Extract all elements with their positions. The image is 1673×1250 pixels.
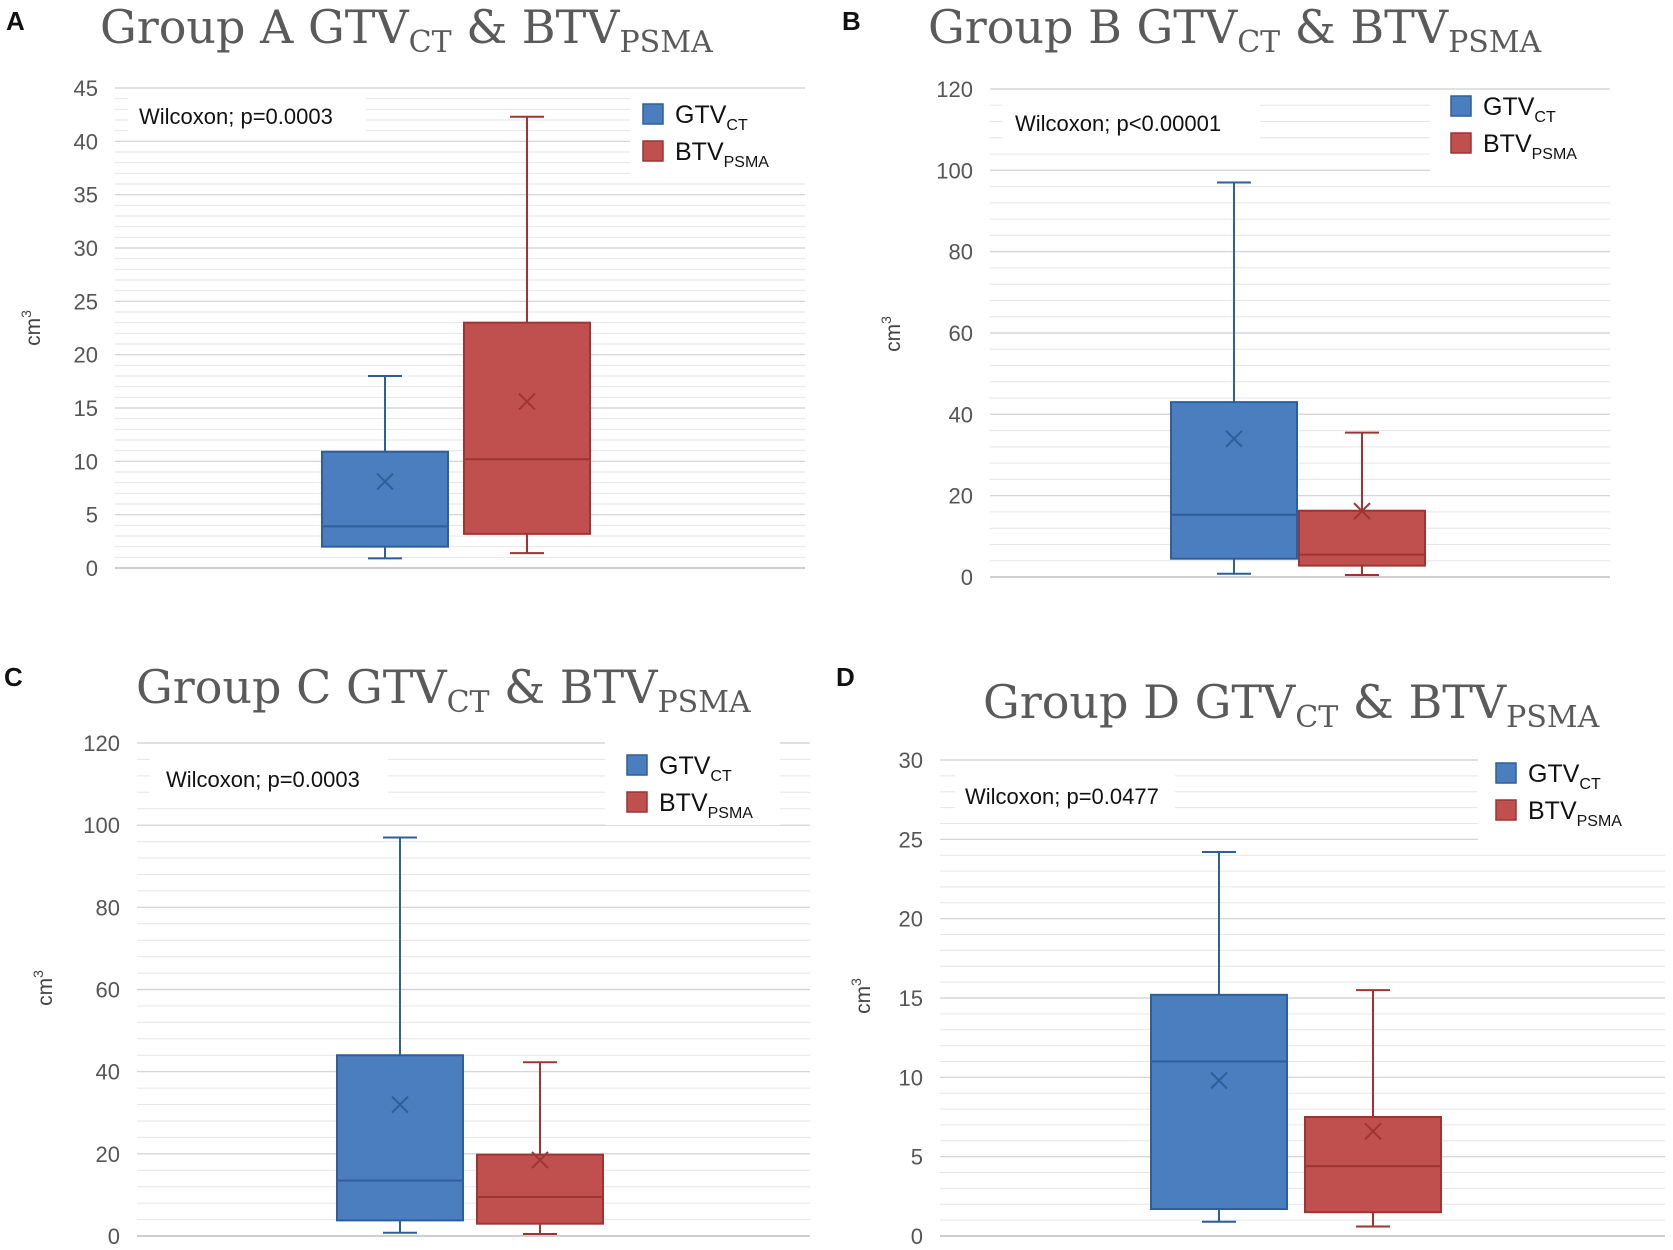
y-axis-label: cm3 bbox=[30, 970, 57, 1006]
chart-title: Group C GTVCT & BTVPSMA bbox=[136, 660, 751, 720]
y-tick-label: 0 bbox=[911, 1224, 923, 1249]
legend-btv-label: BTVPSMA bbox=[1483, 130, 1577, 163]
gtv-box bbox=[321, 450, 449, 548]
gtv-mean-stroke bbox=[376, 472, 394, 491]
stat-annotation: Wilcoxon; p=0.0003 bbox=[139, 104, 333, 129]
legend-btv-swatch bbox=[1450, 132, 1472, 154]
y-tick-label: 80 bbox=[96, 895, 120, 920]
btv-mean-marker bbox=[531, 1151, 549, 1169]
stat-annotation: Wilcoxon; p=0.0003 bbox=[166, 767, 360, 792]
legend-gtv-swatch bbox=[642, 103, 664, 125]
btv-box bbox=[476, 1153, 604, 1225]
stat-annotation: Wilcoxon; p=0.0477 bbox=[965, 784, 1159, 809]
btv-mean-marker bbox=[518, 392, 536, 411]
y-tick-label: 45 bbox=[74, 76, 98, 101]
y-axis-label: cm3 bbox=[878, 316, 905, 352]
gtv-mean-marker bbox=[1225, 430, 1243, 448]
legend-btv-label: BTVPSMA bbox=[659, 789, 753, 822]
y-tick-label: 30 bbox=[899, 748, 923, 773]
legend-gtv-swatch bbox=[626, 754, 648, 776]
panel-letter: B bbox=[842, 6, 861, 36]
legend-gtv-swatch bbox=[1450, 95, 1472, 117]
gtv-mean-marker bbox=[376, 472, 394, 491]
y-tick-label: 120 bbox=[83, 731, 120, 756]
stat-bg bbox=[150, 758, 388, 798]
btv-box bbox=[1298, 509, 1426, 567]
y-tick-label: 40 bbox=[74, 129, 98, 154]
stat-bg bbox=[128, 96, 366, 136]
y-axis-label: cm3 bbox=[848, 978, 875, 1014]
chart-panel-b: 0 20 40 60 80 100 120 cm3 Wilcoxon; p<0.00001 GTV… bbox=[878, 77, 1610, 590]
legend-btv-label: BTVPSMA bbox=[1528, 797, 1622, 830]
gtv-mean-marker bbox=[1210, 1071, 1228, 1090]
y-tick-label: 25 bbox=[899, 827, 923, 852]
y-tick-label: 35 bbox=[74, 183, 98, 208]
y-tick-label: 10 bbox=[74, 449, 98, 474]
btv-mean-marker bbox=[1364, 1122, 1382, 1140]
y-tick-label: 60 bbox=[96, 978, 120, 1003]
y-tick-label: 80 bbox=[949, 240, 973, 265]
btv-mean-stroke bbox=[518, 392, 536, 411]
y-tick-label: 20 bbox=[74, 343, 98, 368]
chart-panel-c: 0 20 40 60 80 100 120 cm3 Wilcoxon; p=0.0003 GTVC… bbox=[30, 731, 810, 1249]
y-tick-label: 120 bbox=[936, 77, 973, 102]
gtv-mean-stroke bbox=[1225, 430, 1243, 448]
chart-title: Group B GTVCT & BTVPSMA bbox=[928, 0, 1542, 60]
y-tick-label: 10 bbox=[899, 1065, 923, 1090]
legend-btv-label: BTVPSMA bbox=[675, 138, 769, 171]
btv-mean-stroke bbox=[1364, 1122, 1382, 1140]
stat-bg bbox=[955, 775, 1175, 817]
stat-annotation: Wilcoxon; p<0.00001 bbox=[1015, 111, 1221, 136]
chart-panel-d: 0 5 10 15 20 25 30 cm3 Wilcoxon; p=0.0477 GTVCT BT… bbox=[848, 748, 1665, 1249]
legend-gtv-label: GTVCT bbox=[659, 752, 732, 785]
gtv-box bbox=[1150, 993, 1288, 1211]
legend-gtv-swatch bbox=[1495, 762, 1517, 784]
gtv-mean-marker bbox=[391, 1095, 409, 1114]
gtv-box bbox=[336, 1054, 464, 1222]
y-axis-label: cm3 bbox=[18, 310, 45, 346]
y-tick-label: 5 bbox=[911, 1145, 923, 1170]
y-tick-label: 0 bbox=[86, 556, 98, 581]
y-tick-label: 0 bbox=[108, 1224, 120, 1249]
y-tick-label: 100 bbox=[936, 158, 973, 183]
y-tick-label: 40 bbox=[96, 1060, 120, 1085]
gtv-mean-stroke bbox=[1210, 1071, 1228, 1090]
y-tick-label: 100 bbox=[83, 813, 120, 838]
gtv-mean-stroke bbox=[391, 1095, 409, 1114]
panel-letter: C bbox=[4, 662, 23, 692]
gtv-box bbox=[1170, 401, 1298, 560]
chart-title: Group D GTVCT & BTVPSMA bbox=[983, 675, 1600, 735]
y-tick-label: 15 bbox=[74, 396, 98, 421]
y-tick-label: 0 bbox=[961, 565, 973, 590]
legend-btv-swatch bbox=[626, 791, 648, 813]
chart-panel-a: 0 5 10 15 20 25 30 35 40 45 cm3 Wilcoxon; p=0.0003 G… bbox=[18, 76, 805, 581]
btv-mean-stroke bbox=[1353, 502, 1371, 520]
y-tick-label: 30 bbox=[74, 236, 98, 261]
legend-gtv-label: GTVCT bbox=[1528, 760, 1601, 793]
btv-mean-stroke bbox=[531, 1151, 549, 1169]
y-tick-label: 5 bbox=[86, 503, 98, 528]
y-tick-label: 20 bbox=[949, 484, 973, 509]
y-tick-label: 60 bbox=[949, 321, 973, 346]
legend-btv-swatch bbox=[1495, 799, 1517, 821]
y-tick-label: 20 bbox=[899, 907, 923, 932]
stat-bg bbox=[1002, 100, 1260, 140]
btv-mean-marker bbox=[1353, 502, 1371, 520]
btv-box bbox=[463, 321, 591, 535]
y-tick-label: 20 bbox=[96, 1142, 120, 1167]
btv-box bbox=[1304, 1116, 1442, 1214]
y-tick-label: 40 bbox=[949, 402, 973, 427]
legend-gtv-label: GTVCT bbox=[675, 101, 748, 134]
legend-btv-swatch bbox=[642, 140, 664, 162]
y-tick-label: 25 bbox=[74, 289, 98, 314]
y-tick-label: 15 bbox=[899, 986, 923, 1011]
legend-gtv-label: GTVCT bbox=[1483, 93, 1556, 126]
panel-letter: D bbox=[836, 662, 855, 692]
chart-title: Group A GTVCT & BTVPSMA bbox=[100, 0, 713, 60]
panel-letter: A bbox=[6, 6, 25, 36]
